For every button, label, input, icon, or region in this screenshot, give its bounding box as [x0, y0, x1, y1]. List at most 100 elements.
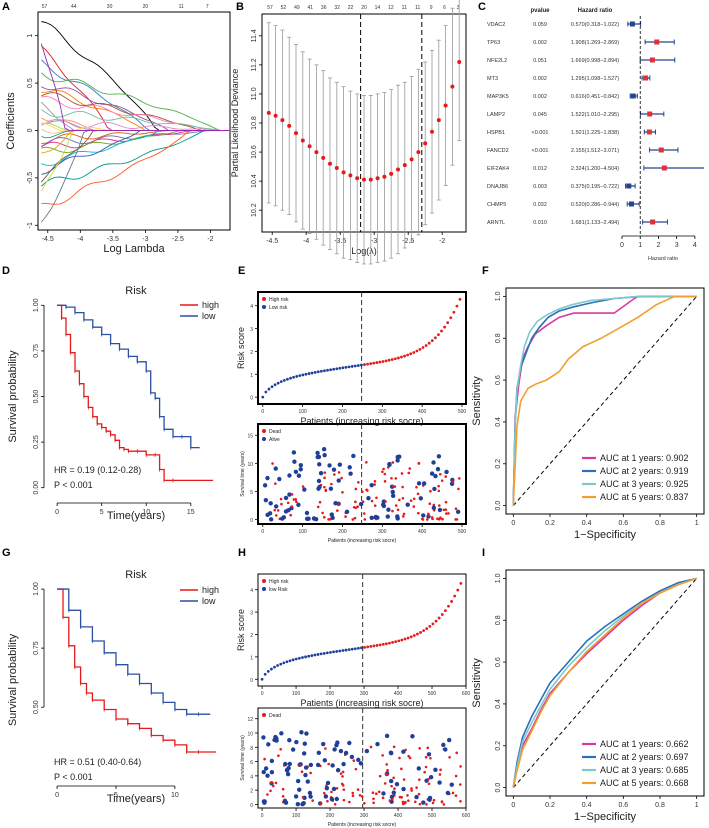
hr-point	[626, 183, 632, 189]
alive-point	[395, 454, 400, 460]
deviance-point	[280, 118, 285, 123]
deviance-point	[273, 113, 278, 118]
risk-point	[294, 657, 298, 661]
risk-point	[443, 325, 447, 329]
alive-point	[384, 733, 390, 739]
dead-point	[333, 803, 337, 806]
alive-point	[331, 786, 337, 792]
legend-dot	[262, 297, 266, 301]
risk-point	[261, 395, 265, 399]
alive-point	[283, 495, 289, 501]
gene-name: TP63	[487, 40, 500, 46]
risk-point	[421, 346, 425, 349]
alive-point	[433, 767, 438, 773]
risk-point	[391, 641, 394, 644]
risk-point	[338, 366, 342, 370]
alive-point	[293, 469, 299, 475]
x-tick-label: -3	[371, 238, 377, 245]
alive-point	[330, 763, 335, 768]
gene-pvalue: 0.002	[533, 76, 547, 82]
gene-pvalue: 0.003	[533, 184, 547, 190]
pvalue-header: pvalue	[530, 8, 550, 14]
dead-point	[377, 790, 381, 794]
alive-point	[280, 516, 285, 521]
gene-hr-text: 1.522(1.010−2.295)	[571, 112, 619, 118]
x-tick-label: 300	[378, 409, 387, 415]
dead-point	[373, 483, 376, 486]
risk-point	[459, 582, 463, 585]
hr-point	[643, 75, 649, 81]
y-tick-label: 10	[247, 732, 253, 738]
dead-point	[454, 507, 458, 511]
dead-point	[274, 482, 277, 485]
legend-dot	[262, 305, 266, 309]
alive-point	[446, 737, 452, 743]
y-tick-label: 2	[250, 789, 253, 795]
dead-point	[418, 778, 421, 781]
alive-point	[322, 758, 328, 763]
dead-point	[277, 754, 280, 757]
risk-point	[325, 651, 329, 655]
legend-label: AUC at 1 years: 0.902	[600, 453, 689, 463]
deviance-point	[341, 170, 346, 175]
coefficient-path	[40, 101, 230, 131]
alive-point	[349, 754, 355, 760]
dead-point	[412, 505, 416, 508]
alive-point	[433, 473, 438, 479]
dead-point	[337, 471, 341, 474]
x-tick-label: -4.5	[42, 236, 54, 243]
dead-point	[381, 796, 385, 800]
alive-point	[327, 463, 332, 468]
alive-point	[285, 768, 290, 773]
dead-point	[327, 762, 330, 766]
y-tick-label: 15	[247, 434, 253, 440]
x-tick-label: -3.5	[107, 236, 119, 243]
risk-point	[434, 619, 438, 623]
alive-point	[273, 504, 279, 509]
dead-point	[401, 800, 405, 804]
x-tick-label: 0	[511, 802, 515, 809]
alive-point	[395, 458, 400, 463]
risk-point	[353, 647, 357, 651]
panel-label-c: C	[478, 1, 486, 13]
alive-point	[333, 501, 338, 506]
gene-name: MAP3K5	[487, 94, 509, 100]
risk-point	[267, 387, 271, 391]
deviance-point	[266, 110, 271, 115]
risk-point	[415, 349, 419, 353]
legend-label: Low risk	[269, 305, 288, 311]
hr-point	[658, 147, 664, 153]
dead-point	[440, 800, 444, 803]
risk-point	[393, 357, 397, 361]
alive-point	[421, 800, 426, 805]
coefficient-path	[41, 130, 230, 205]
dead-point	[429, 489, 432, 493]
alive-point	[416, 481, 422, 486]
dead-point	[402, 515, 405, 518]
dead-point	[363, 801, 366, 805]
dead-point	[418, 802, 422, 806]
alive-point	[381, 791, 386, 796]
dead-point	[372, 801, 375, 805]
gene-pvalue: 0.051	[533, 58, 547, 64]
risk-point	[270, 385, 274, 389]
top-df-label: 20	[361, 5, 367, 11]
alive-point	[268, 517, 274, 522]
legend-label: AUC at 3 years: 0.925	[600, 479, 689, 489]
dead-point	[372, 797, 375, 801]
alive-point	[287, 761, 292, 767]
alive-point	[295, 802, 301, 807]
dead-point	[381, 754, 384, 757]
x-tick-label: 600	[462, 691, 471, 697]
y-axis-label: Survival time (years)	[240, 451, 246, 497]
risk-point	[369, 645, 373, 648]
x-tick-label: 0	[261, 529, 264, 535]
gene-hr-text: 0.375(0.195−0.722)	[571, 184, 619, 190]
deviance-point	[443, 103, 448, 108]
alive-point	[421, 513, 426, 518]
risk-point	[381, 360, 385, 363]
x-tick-label: -2	[439, 238, 445, 245]
y-tick-label: 2	[250, 350, 253, 356]
dead-point	[432, 798, 436, 802]
legend-label-low: low	[202, 596, 216, 606]
